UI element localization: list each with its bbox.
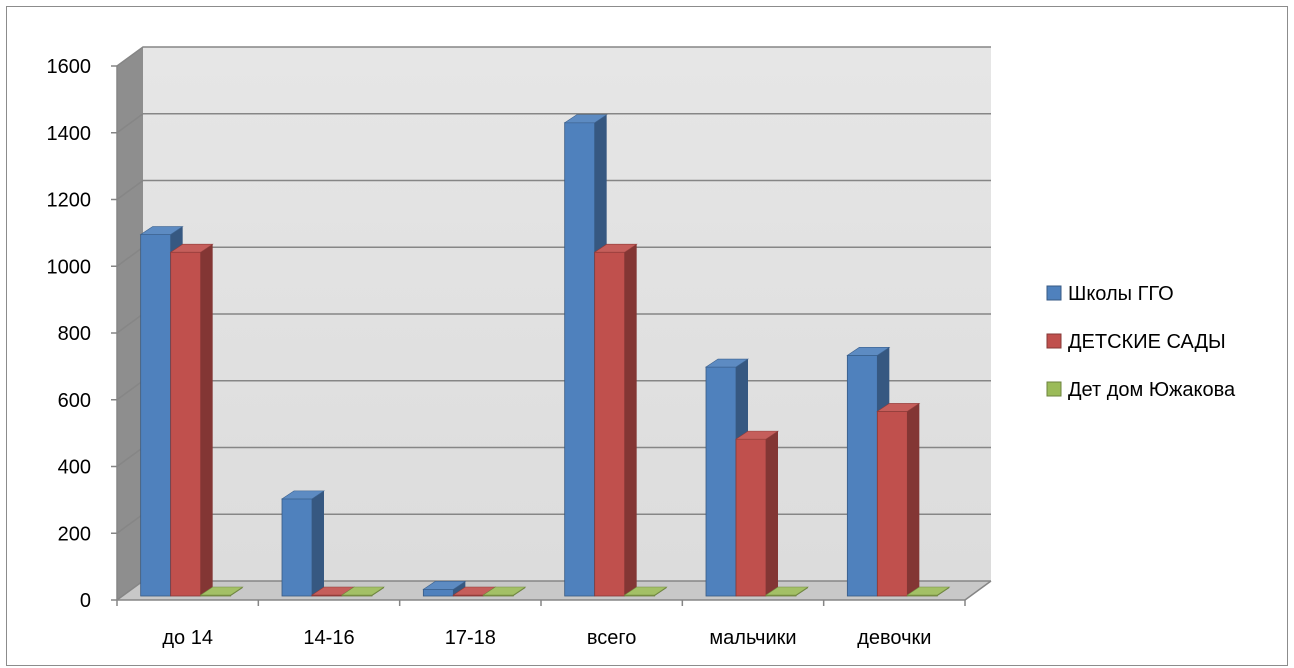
bar xyxy=(482,586,527,597)
legend-label: ДЕТСКИЕ САДЫ xyxy=(1068,331,1226,353)
bar xyxy=(906,586,951,597)
gridline xyxy=(116,179,991,201)
bar-side xyxy=(907,403,920,596)
bar-front xyxy=(564,122,596,597)
bar-front xyxy=(170,251,202,597)
x-tick-label: мальчики xyxy=(709,627,796,649)
y-tick-label: 400 xyxy=(58,457,91,479)
x-tick-label: девочки xyxy=(857,627,931,649)
bar xyxy=(169,243,214,597)
bar-top xyxy=(563,114,608,124)
y-tick-label: 0 xyxy=(80,590,91,612)
bar-front xyxy=(140,234,172,597)
legend-label: Школы ГГО xyxy=(1068,283,1174,305)
bar-top xyxy=(735,430,779,440)
x-tick-label: всего xyxy=(587,627,637,649)
bar-top xyxy=(876,403,921,412)
legend-swatch xyxy=(1046,285,1062,301)
bar-top xyxy=(705,358,749,368)
x-tick-label: 14-16 xyxy=(303,627,354,649)
bar-side xyxy=(766,431,778,596)
legend-item: ДЕТСКИЕ САДЫ xyxy=(1046,331,1226,353)
bar-top xyxy=(341,586,385,596)
bar-side xyxy=(200,244,213,597)
legend-swatch xyxy=(1046,333,1062,349)
bar-front xyxy=(422,588,454,597)
bar-top xyxy=(169,243,214,253)
bar xyxy=(199,586,244,597)
bar-top xyxy=(623,586,668,596)
x-tick-label: до 14 xyxy=(162,627,213,649)
bar-top xyxy=(139,226,184,235)
bar xyxy=(593,243,638,597)
bar-top xyxy=(281,490,325,500)
legend-swatch xyxy=(1046,381,1062,397)
bar xyxy=(281,490,325,597)
bar-front xyxy=(876,411,908,597)
bar-top xyxy=(906,586,951,596)
bar-side xyxy=(453,581,466,596)
y-tick-label: 600 xyxy=(58,390,91,412)
gridline xyxy=(116,113,991,134)
gridline xyxy=(116,46,991,67)
y-tick-label: 1600 xyxy=(47,56,92,78)
legend-label: Дет дом Южакова xyxy=(1068,379,1236,401)
bar xyxy=(735,430,779,597)
legend-item: Дет дом Южакова xyxy=(1046,379,1236,401)
legend-item: Школы ГГО xyxy=(1046,283,1174,305)
bar-front xyxy=(846,354,878,597)
y-tick-label: 200 xyxy=(58,523,91,545)
bar-side xyxy=(624,244,637,597)
bar-side xyxy=(312,490,324,596)
y-tick-label: 1400 xyxy=(47,123,92,145)
bar xyxy=(341,586,385,597)
bar-top xyxy=(765,586,809,596)
bar-top xyxy=(482,586,527,596)
bar-front xyxy=(735,438,767,597)
floor-edge xyxy=(964,580,992,601)
bar-top xyxy=(199,586,244,596)
y-tick-label: 1200 xyxy=(47,190,92,212)
bar xyxy=(765,586,809,597)
bar-front xyxy=(281,498,313,597)
bar-top xyxy=(593,243,638,253)
bar-top xyxy=(846,347,891,356)
x-tick-label: 17-18 xyxy=(445,627,496,649)
bar xyxy=(876,403,921,597)
bar-top xyxy=(422,581,467,590)
y-tick-label: 1000 xyxy=(47,256,92,278)
y-tick-label: 800 xyxy=(58,323,91,345)
bar xyxy=(422,581,467,597)
bar-front xyxy=(705,366,737,597)
bar xyxy=(623,586,668,597)
bar-front xyxy=(594,251,626,597)
